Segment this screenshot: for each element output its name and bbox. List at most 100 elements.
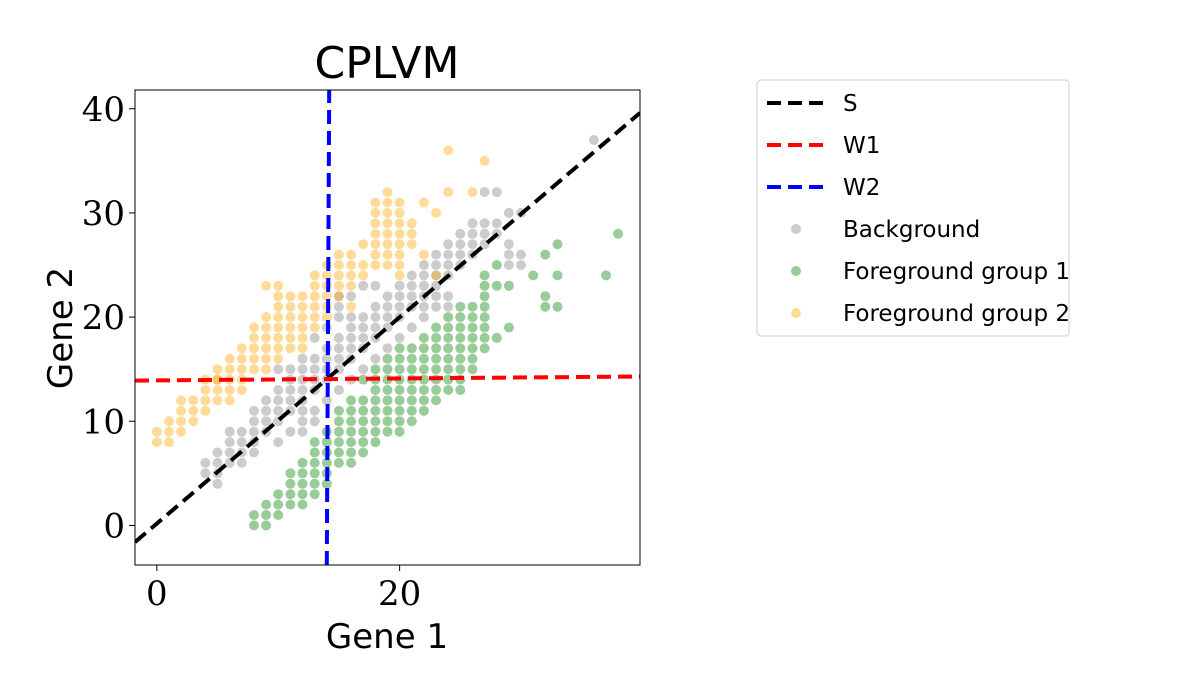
foreground-group-2-point	[346, 280, 357, 291]
background-point	[224, 437, 235, 448]
foreground-group-2-point	[333, 260, 344, 270]
foreground-group-2-point	[297, 332, 308, 343]
foreground-group-1-point	[540, 301, 551, 312]
foreground-group-1-point	[406, 353, 417, 364]
foreground-group-1-point	[394, 364, 405, 375]
foreground-group-2-point	[346, 260, 357, 270]
foreground-group-1-point	[321, 437, 332, 448]
foreground-group-1-point	[443, 385, 454, 395]
background-point	[309, 353, 320, 364]
background-point	[273, 437, 284, 448]
foreground-group-1-point	[443, 312, 454, 323]
background-point	[443, 249, 454, 260]
foreground-group-2-point	[224, 385, 235, 395]
background-point	[358, 364, 369, 375]
foreground-group-1-point	[285, 489, 296, 500]
foreground-group-2-point	[176, 395, 187, 406]
foreground-group-2-point	[297, 322, 308, 333]
foreground-group-1-point	[479, 280, 490, 291]
background-point	[297, 374, 308, 385]
foreground-group-2-point	[285, 322, 296, 333]
plot-frame	[134, 89, 641, 566]
foreground-group-2-point	[224, 353, 235, 364]
background-point	[333, 385, 344, 395]
background-point	[346, 312, 357, 323]
foreground-group-1-point	[285, 499, 296, 510]
legend-swatch	[791, 224, 801, 234]
foreground-group-2-point	[394, 218, 405, 229]
foreground-group-2-point	[164, 437, 174, 448]
background-point	[346, 291, 357, 302]
foreground-group-1-point	[297, 457, 308, 468]
foreground-group-2-point	[273, 312, 284, 323]
tick-layer: 0 20 0 10 20 30 40	[82, 90, 422, 614]
foreground-group-1-point	[333, 457, 344, 468]
foreground-group-2-point	[309, 291, 320, 302]
foreground-group-2-point	[394, 270, 405, 281]
foreground-group-1-point	[418, 343, 429, 354]
foreground-group-2-point	[261, 332, 272, 343]
foreground-group-2-point	[333, 280, 344, 291]
foreground-group-1-point	[382, 364, 393, 375]
foreground-group-2-point	[249, 343, 259, 354]
foreground-group-1-point	[333, 426, 344, 437]
foreground-group-2-point	[200, 395, 211, 406]
legend-label: S	[843, 91, 858, 117]
foreground-group-2-point	[321, 270, 332, 281]
foreground-group-2-point	[467, 187, 478, 198]
background-point	[249, 447, 259, 458]
foreground-group-2-point	[394, 197, 405, 208]
background-point	[443, 239, 454, 250]
foreground-group-2-point	[224, 395, 235, 406]
background-point	[285, 395, 296, 406]
foreground-group-2-point	[285, 301, 296, 312]
foreground-group-1-point	[406, 385, 417, 395]
foreground-group-1-point	[358, 395, 369, 406]
foreground-group-2-point	[418, 249, 429, 260]
foreground-group-1-point	[455, 332, 466, 343]
background-point	[394, 291, 405, 302]
background-point	[297, 405, 308, 416]
foreground-group-2-point	[358, 260, 369, 270]
background-point	[418, 260, 429, 270]
background-point	[503, 239, 514, 250]
background-point	[273, 405, 284, 416]
foreground-group-2-point	[358, 270, 369, 281]
foreground-group-1-point	[467, 353, 478, 364]
foreground-group-1-point	[394, 343, 405, 354]
foreground-group-2-point	[236, 364, 247, 375]
foreground-group-2-point	[382, 228, 393, 239]
foreground-group-1-point	[503, 322, 514, 333]
foreground-group-2-point	[309, 270, 320, 281]
foreground-group-2-point	[261, 280, 272, 291]
background-point	[503, 249, 514, 260]
background-point	[479, 187, 490, 198]
foreground-group-1-point	[382, 395, 393, 406]
legend-label: Background	[843, 217, 980, 243]
line-s	[135, 111, 640, 544]
foreground-group-1-point	[540, 291, 551, 302]
x-tick-label: 20	[378, 574, 421, 614]
background-point	[212, 457, 223, 468]
foreground-group-2-point	[431, 270, 442, 281]
background-point	[406, 291, 417, 302]
foreground-group-2-point	[309, 312, 320, 323]
foreground-group-1-point	[273, 489, 284, 500]
foreground-group-1-point	[321, 478, 332, 489]
background-point	[200, 457, 211, 468]
foreground-group-2-point	[285, 332, 296, 343]
foreground-group-1-point	[370, 416, 381, 427]
foreground-group-2-point	[176, 416, 187, 427]
background-point	[261, 405, 272, 416]
foreground-group-1-point	[382, 405, 393, 416]
foreground-group-1-point	[394, 353, 405, 364]
foreground-group-2-point	[418, 197, 429, 208]
foreground-group-2-point	[394, 228, 405, 239]
foreground-group-1-point	[479, 322, 490, 333]
foreground-group-1-point	[297, 499, 308, 510]
foreground-group-1-point	[309, 437, 320, 448]
foreground-group-1-point	[370, 385, 381, 395]
foreground-group-1-point	[406, 364, 417, 375]
foreground-group-1-point	[358, 405, 369, 416]
